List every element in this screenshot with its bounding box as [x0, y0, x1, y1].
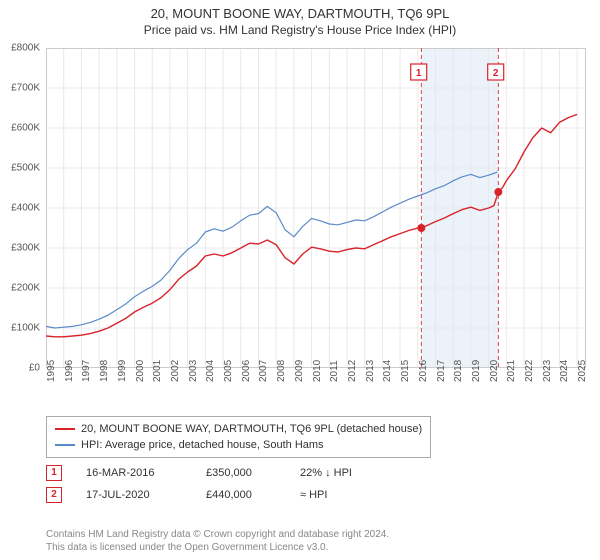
footnote-line: This data is licensed under the Open Gov…: [46, 541, 389, 554]
legend-swatch: [55, 428, 75, 430]
y-axis-label: £700K: [0, 83, 40, 94]
sale-delta: ≈ HPI: [300, 484, 380, 506]
x-axis-label: 2006: [241, 360, 247, 382]
chart-subtitle: Price paid vs. HM Land Registry's House …: [0, 21, 600, 37]
legend-row: HPI: Average price, detached house, Sout…: [55, 437, 422, 453]
legend-label: HPI: Average price, detached house, Sout…: [81, 437, 324, 453]
x-axis-label: 2014: [382, 360, 388, 382]
footnote: Contains HM Land Registry data © Crown c…: [46, 528, 389, 554]
x-axis-label: 2025: [577, 360, 583, 382]
y-axis-label: £100K: [0, 323, 40, 334]
sale-marker: 1: [46, 465, 62, 481]
x-axis-label: 2023: [542, 360, 548, 382]
legend-row: 20, MOUNT BOONE WAY, DARTMOUTH, TQ6 9PL …: [55, 421, 422, 437]
x-axis-label: 2000: [135, 360, 141, 382]
x-axis-label: 2021: [506, 360, 512, 382]
x-axis-label: 2005: [223, 360, 229, 382]
x-axis-label: 2011: [329, 360, 335, 382]
sale-price: £350,000: [206, 462, 276, 484]
sale-row: 1 16-MAR-2016 £350,000 22% ↓ HPI: [46, 462, 380, 484]
x-axis-label: 2015: [400, 360, 406, 382]
x-axis-label: 2001: [152, 360, 158, 382]
svg-text:1: 1: [416, 68, 422, 79]
y-axis-label: £300K: [0, 243, 40, 254]
sales-table: 1 16-MAR-2016 £350,000 22% ↓ HPI 2 17-JUL-202…: [46, 462, 380, 506]
legend-swatch: [55, 444, 75, 446]
chart-plot: 12: [46, 48, 586, 368]
x-axis-label: 2010: [312, 360, 318, 382]
x-axis-label: 1999: [117, 360, 123, 382]
x-axis-label: 2020: [489, 360, 495, 382]
x-axis-label: 2024: [559, 360, 565, 382]
sale-price: £440,000: [206, 484, 276, 506]
x-axis-label: 2013: [365, 360, 371, 382]
legend-label: 20, MOUNT BOONE WAY, DARTMOUTH, TQ6 9PL …: [81, 421, 422, 437]
x-axis-label: 2016: [418, 360, 424, 382]
x-axis-label: 2018: [453, 360, 459, 382]
x-axis-label: 2022: [524, 360, 530, 382]
sale-marker: 2: [46, 487, 62, 503]
sale-delta: 22% ↓ HPI: [300, 462, 380, 484]
x-axis-label: 2008: [276, 360, 282, 382]
legend-box: 20, MOUNT BOONE WAY, DARTMOUTH, TQ6 9PL …: [46, 416, 431, 458]
svg-text:2: 2: [493, 68, 499, 79]
sale-date: 16-MAR-2016: [86, 462, 182, 484]
x-axis-label: 2009: [294, 360, 300, 382]
y-axis-label: £600K: [0, 123, 40, 134]
sale-row: 2 17-JUL-2020 £440,000 ≈ HPI: [46, 484, 380, 506]
chart-title: 20, MOUNT BOONE WAY, DARTMOUTH, TQ6 9PL: [0, 0, 600, 21]
x-axis-label: 2002: [170, 360, 176, 382]
x-axis-label: 1996: [64, 360, 70, 382]
x-axis-label: 2004: [205, 360, 211, 382]
footnote-line: Contains HM Land Registry data © Crown c…: [46, 528, 389, 541]
x-axis-label: 2019: [471, 360, 477, 382]
x-axis-label: 1998: [99, 360, 105, 382]
sale-date: 17-JUL-2020: [86, 484, 182, 506]
x-axis-label: 2012: [347, 360, 353, 382]
x-axis-label: 1995: [46, 360, 52, 382]
y-axis-label: £400K: [0, 203, 40, 214]
y-axis-label: £500K: [0, 163, 40, 174]
x-axis-label: 2003: [188, 360, 194, 382]
x-axis-label: 2007: [258, 360, 264, 382]
chart-area: 12 £0£100K£200K£300K£400K£500K£600K£700K…: [46, 48, 586, 368]
y-axis-label: £800K: [0, 43, 40, 54]
x-axis-label: 2017: [436, 360, 442, 382]
x-axis-label: 1997: [81, 360, 87, 382]
y-axis-label: £200K: [0, 283, 40, 294]
y-axis-label: £0: [0, 363, 40, 374]
